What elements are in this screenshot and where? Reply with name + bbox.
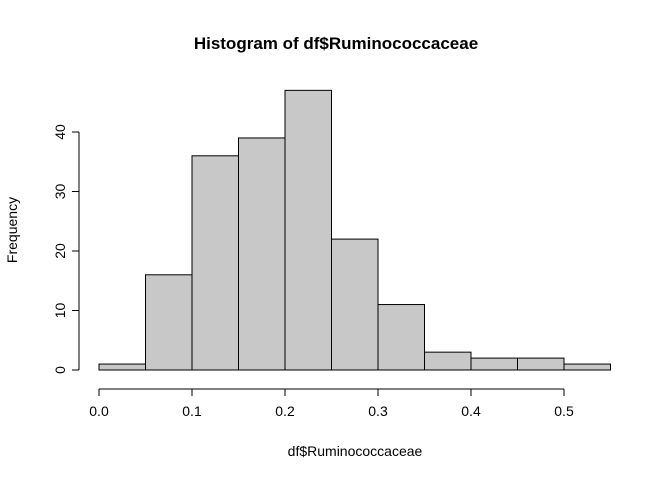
y-tick-label-3: 20 (52, 243, 68, 259)
histogram-bar-2 (145, 274, 193, 371)
x-axis-label: df$Ruminococcaceae (288, 443, 423, 459)
histogram-bar-9 (470, 357, 518, 371)
x-tick-label-4: 0.3 (368, 403, 388, 419)
histogram-bar-3 (191, 155, 239, 371)
chart-title: Histogram of df$Ruminococcaceae (194, 34, 478, 53)
histogram-bar-8 (424, 351, 472, 371)
histogram-bar-7 (377, 304, 425, 371)
y-axis-label: Frequency (4, 197, 20, 263)
bars-group (98, 89, 611, 371)
histogram-bar-4 (238, 137, 286, 371)
histogram-bar-10 (517, 357, 565, 371)
x-tick-label-2: 0.1 (182, 403, 202, 419)
x-tick-label-6: 0.5 (554, 403, 574, 419)
x-tick-label-3: 0.2 (275, 403, 295, 419)
x-axis: 0.0 0.1 0.2 0.3 0.4 0.5 (89, 388, 574, 419)
y-axis: 0 10 20 30 40 (52, 124, 80, 374)
histogram-bar-1 (98, 363, 146, 371)
x-tick-label-5: 0.4 (461, 403, 481, 419)
y-tick-label-4: 30 (52, 184, 68, 200)
x-tick-label-1: 0.0 (89, 403, 109, 419)
histogram-bar-6 (331, 238, 379, 371)
y-tick-label-5: 40 (52, 124, 68, 140)
y-tick-label-1: 0 (52, 366, 68, 374)
y-tick-label-2: 10 (52, 303, 68, 319)
histogram-bar-5 (284, 89, 332, 371)
histogram-bar-11 (563, 363, 611, 371)
